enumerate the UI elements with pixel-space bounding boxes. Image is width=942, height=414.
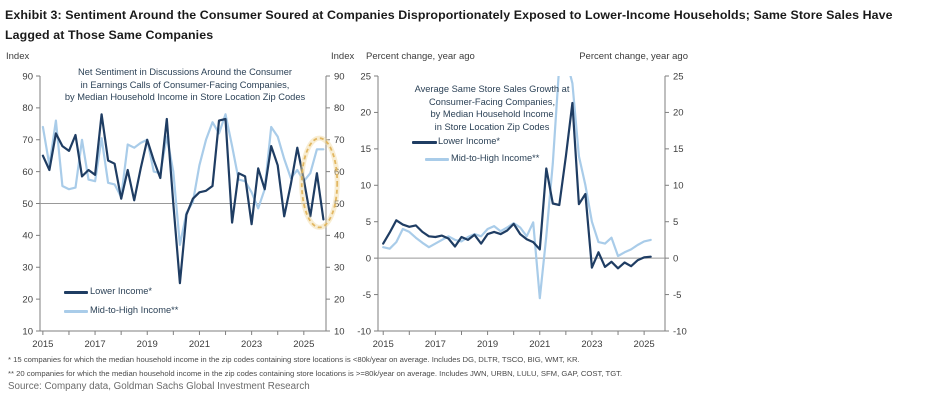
y-axis-tick-label-right: 5 (673, 217, 678, 228)
y-axis-tick-label-right: 30 (334, 263, 345, 274)
left-chart-title-line1: Net Sentiment in Discussions Around the … (78, 67, 292, 77)
y-axis-tick-label-right: 80 (334, 103, 345, 114)
right-chart-title-line2: Consumer-Facing Companies, (428, 96, 556, 107)
legend-label-lower-income: Lower Income* (438, 136, 501, 146)
left-chart-title-line2: in Earnings Calls of Consumer-Facing Com… (80, 79, 290, 90)
right-chart-y-axis-unit-left: Percent change, year ago (366, 51, 475, 62)
series-line-mid-to-high-income (41, 113, 325, 246)
x-axis-tick-label: 2023 (241, 339, 262, 350)
legend-swatch-lower-income (64, 291, 88, 294)
x-axis-tick-label: 2021 (529, 339, 550, 350)
right-chart-title-line4: in Store Location Zip Codes (434, 121, 550, 132)
y-axis-tick-label-left: 15 (360, 144, 371, 155)
x-axis-tick-label: 2017 (84, 339, 105, 350)
x-axis-tick-label: 2019 (137, 339, 158, 350)
y-axis-tick-label-right: 10 (673, 181, 684, 192)
y-axis-tick-label-right: 20 (334, 294, 345, 305)
y-axis-tick-label-left: 25 (360, 71, 371, 82)
left-chart-title-line3: by Median Household Income in Store Loca… (64, 92, 306, 102)
y-axis-tick-label-left: 10 (360, 181, 371, 192)
x-axis-tick-label: 2023 (581, 339, 602, 350)
series-line-lower-income (41, 113, 325, 285)
legend-swatch-lower-income (412, 141, 437, 144)
axes (377, 76, 666, 332)
legend-label-mid-to-high-income: Mid-to-High Income** (90, 305, 179, 315)
right-chart: 2015 2017 2019 2021 2023 2025-10 -10-5 -50 05 510… (357, 71, 687, 350)
highlight-ellipse (300, 137, 339, 229)
y-axis-tick-label-right: 40 (334, 231, 345, 242)
series-line-mid-to-high-income (382, 76, 652, 300)
x-axis-tick-label: 2025 (634, 339, 655, 350)
y-axis-tick-label-right: 50 (334, 199, 345, 210)
y-axis-tick-label-left: 80 (22, 103, 33, 114)
x-axis-tick-label: 2025 (293, 339, 314, 350)
right-chart-title-line3: by Median Household Income (430, 109, 554, 119)
y-axis-tick-label-left: -5 (363, 290, 371, 301)
left-chart-title: Net Sentiment in Discussions Around the … (53, 66, 317, 104)
right-chart-y-axis-unit-right: Percent change, year ago (579, 51, 688, 62)
y-axis-tick-label-right: 15 (673, 144, 684, 155)
y-axis-tick-label-left: 20 (22, 294, 33, 305)
y-axis-tick-label-right: 0 (673, 253, 678, 264)
y-axis-tick-label-right: -5 (673, 290, 681, 301)
y-axis-tick-label-right: 70 (334, 135, 345, 146)
x-axis-tick-label: 2021 (189, 339, 210, 350)
y-axis-tick-label-left: 50 (22, 199, 33, 210)
y-axis-tick-label-right: 20 (673, 108, 684, 119)
y-axis-tick-label-right: 60 (334, 167, 345, 178)
y-axis-tick-label-left: 10 (22, 326, 33, 337)
footnote-lower-income: * 15 companies for which the median hous… (8, 355, 580, 364)
series-line-lower-income (382, 101, 652, 270)
y-axis-tick-label-left: -10 (357, 326, 371, 337)
y-axis-tick-label-left: 30 (22, 263, 33, 274)
legend-swatch-mid-to-high-income (64, 310, 88, 313)
x-axis-tick-label: 2015 (32, 339, 53, 350)
y-axis-tick-label-left: 0 (366, 253, 371, 264)
x-axis-tick-label: 2019 (477, 339, 498, 350)
x-axis-tick-label: 2015 (373, 339, 394, 350)
y-axis-tick-label-right: -10 (673, 326, 687, 337)
source-attribution: Source: Company data, Goldman Sachs Glob… (8, 381, 310, 392)
left-chart-y-axis-unit-left: Index (6, 51, 30, 62)
y-axis-tick-label-left: 5 (366, 217, 371, 228)
right-chart-title-line1: Average Same Store Sales Growth at (414, 84, 570, 94)
exhibit-title: Exhibit 3: Sentiment Around the Consumer… (5, 8, 893, 42)
y-axis-tick-label-right: 10 (334, 326, 345, 337)
footnote-mid-to-high-income: ** 20 companies for which the median hou… (8, 369, 623, 378)
left-chart: 2015 2017 2019 2021 2023 2025 10 10 20 20 30 30 40 40… (22, 71, 344, 350)
left-chart-y-axis-unit-right: Index (331, 51, 355, 62)
legend-label-mid-to-high-income: Mid-to-High Income** (451, 153, 540, 163)
legend-label-lower-income: Lower Income* (90, 286, 153, 296)
right-chart-title: Average Same Store Sales Growth at Consu… (392, 83, 592, 133)
y-axis-tick-label-left: 60 (22, 167, 33, 178)
y-axis-tick-label-right: 90 (334, 71, 345, 82)
x-axis-tick-label: 2017 (425, 339, 446, 350)
y-axis-tick-label-left: 70 (22, 135, 33, 146)
y-axis-tick-label-left: 40 (22, 231, 33, 242)
y-axis-tick-label-right: 25 (673, 71, 684, 82)
legend-swatch-mid-to-high-income (425, 158, 449, 161)
y-axis-tick-label-left: 90 (22, 71, 33, 82)
y-axis-tick-label-left: 20 (360, 108, 371, 119)
